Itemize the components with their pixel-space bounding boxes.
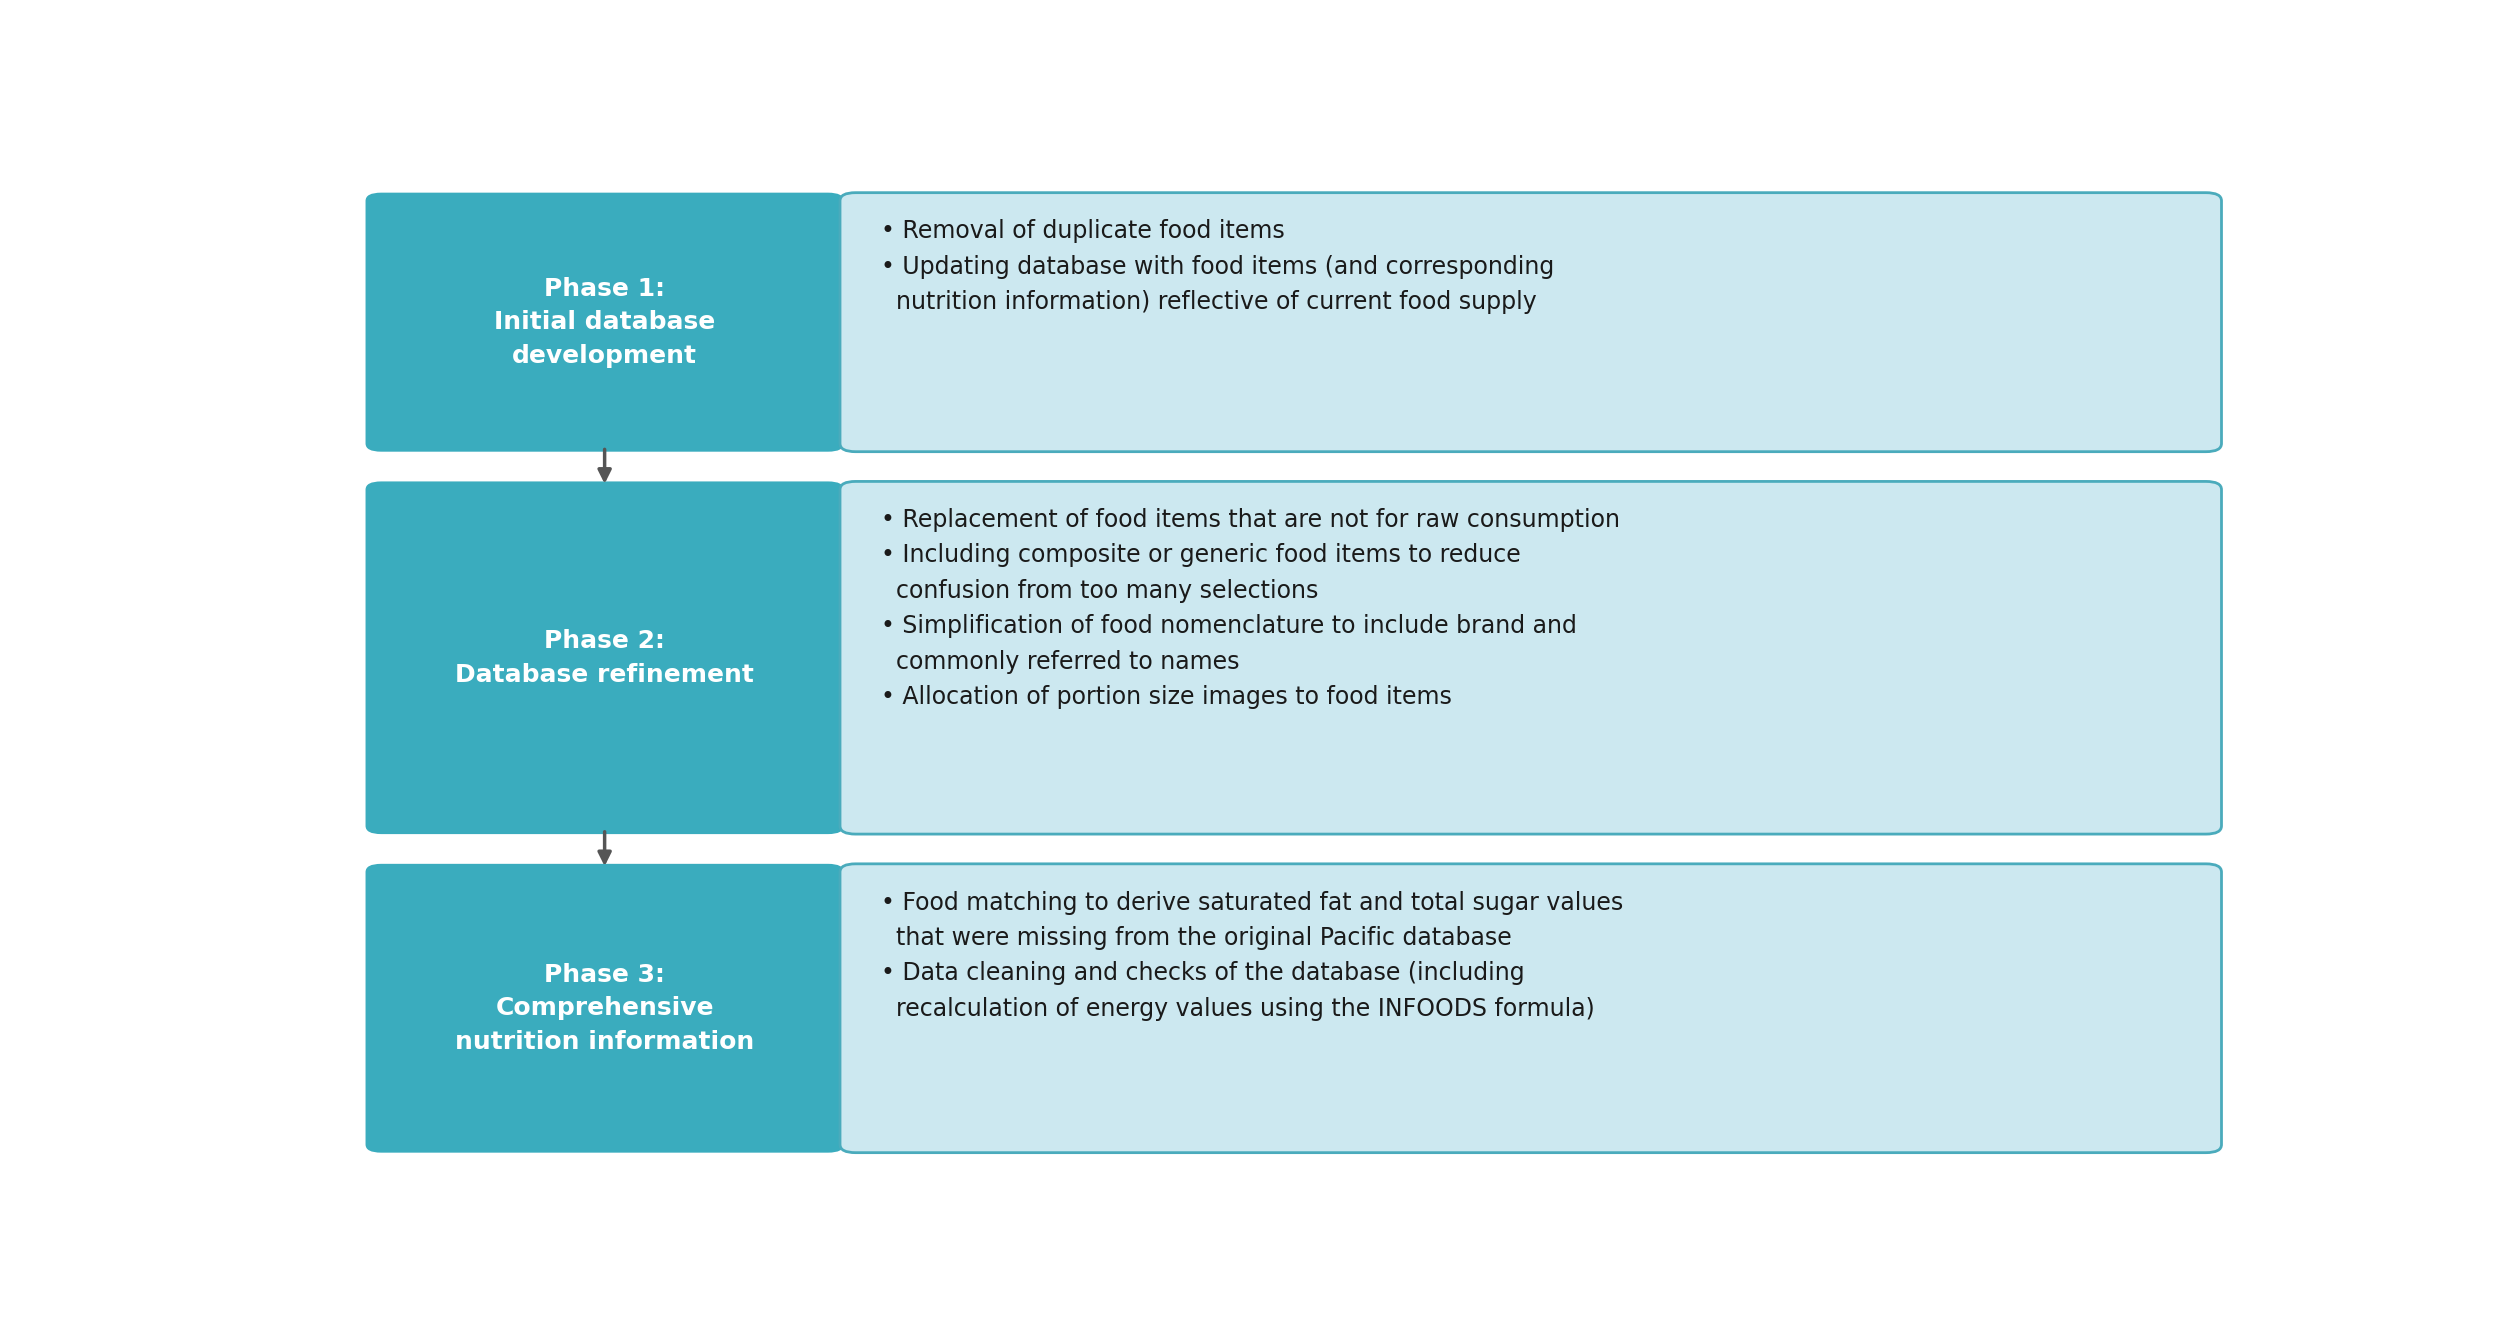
FancyBboxPatch shape [366, 193, 844, 452]
FancyBboxPatch shape [366, 864, 844, 1152]
FancyBboxPatch shape [839, 193, 2222, 452]
FancyBboxPatch shape [839, 864, 2222, 1152]
Text: Phase 2:
Database refinement: Phase 2: Database refinement [456, 629, 754, 686]
FancyBboxPatch shape [366, 481, 844, 834]
Text: • Replacement of food items that are not for raw consumption
• Including composi: • Replacement of food items that are not… [882, 507, 1621, 709]
Text: Phase 1:
Initial database
development: Phase 1: Initial database development [493, 277, 716, 368]
Text: • Food matching to derive saturated fat and total sugar values
  that were missi: • Food matching to derive saturated fat … [882, 891, 1623, 1020]
Text: Phase 3:
Comprehensive
nutrition information: Phase 3: Comprehensive nutrition informa… [456, 963, 754, 1054]
FancyBboxPatch shape [839, 481, 2222, 834]
Text: • Removal of duplicate food items
• Updating database with food items (and corre: • Removal of duplicate food items • Upda… [882, 220, 1553, 314]
